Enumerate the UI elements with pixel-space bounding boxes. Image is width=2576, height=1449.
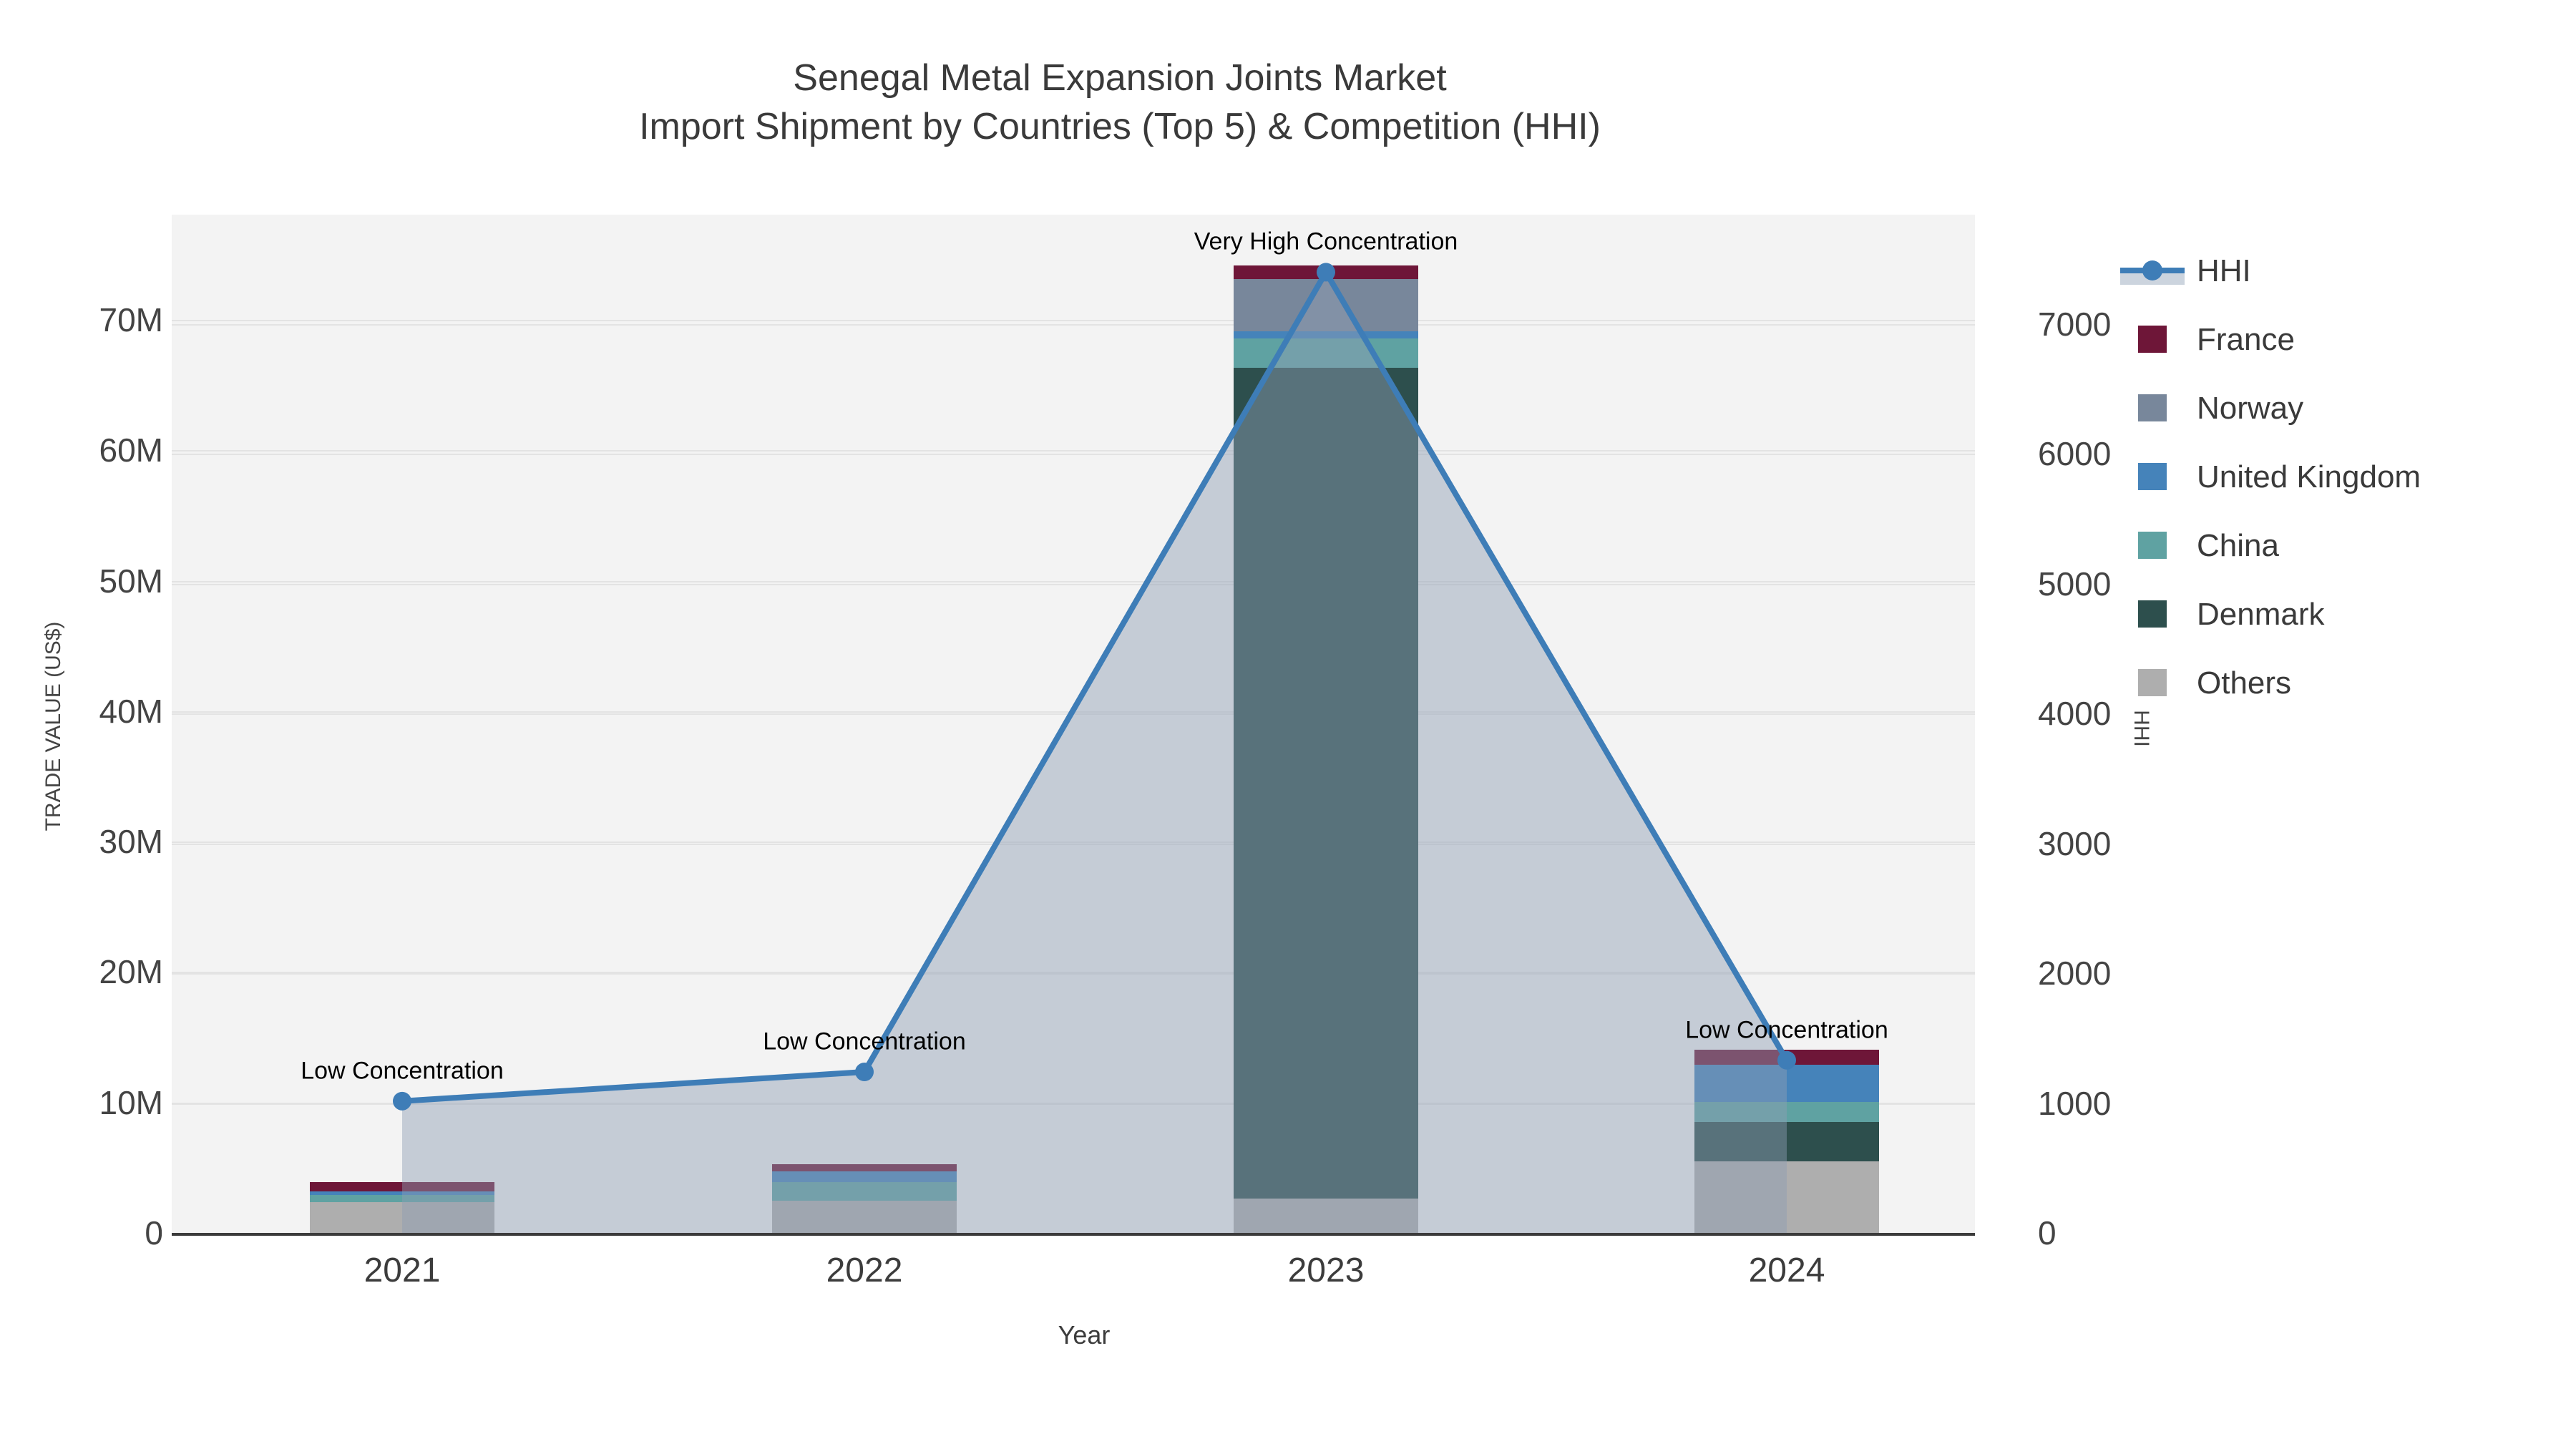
gridline-left-2 [172,972,1975,973]
legend-label: United Kingdom [2197,459,2421,494]
legend-item-denmark[interactable]: Denmark [2117,580,2575,648]
bar-segment-china-2022[interactable] [772,1181,957,1201]
y-right-tick-2000: 2000 [2038,955,2112,992]
bar-segment-france-2022[interactable] [772,1163,957,1171]
others-swatch [2138,669,2167,696]
hhi-marker-2022[interactable] [855,1063,874,1082]
gridline-right-5 [172,584,1975,585]
annotation-2021: Low Concentration [301,1057,504,1085]
bar-segment-china-2024[interactable] [1694,1101,1879,1122]
hhi-marker-2023[interactable] [1317,263,1335,282]
legend-label: Norway [2197,391,2304,426]
y-right-tick-1000: 1000 [2038,1084,2112,1122]
gridline-left-5 [172,581,1975,582]
legend-item-norway[interactable]: Norway [2117,374,2575,442]
y-right-tick-5000: 5000 [2038,565,2112,602]
united-kingdom-swatch [2138,463,2167,490]
legend-item-hhi[interactable]: HHI [2117,236,2575,305]
bar-segment-norway-2023[interactable] [1234,278,1418,331]
y-left-tick-70M: 70M [99,301,163,338]
y-right-tick-4000: 4000 [2038,695,2112,733]
gridline-left-6 [172,450,1975,452]
legend-item-united-kingdom[interactable]: United Kingdom [2117,442,2575,511]
y-left-axis-title: TRADE VALUE (US$) [42,621,65,831]
legend-item-others[interactable]: Others [2117,648,2575,717]
gridline-right-3 [172,844,1975,845]
gridline-right-2 [172,973,1975,975]
y-left-tick-40M: 40M [99,692,163,730]
gridline-left-7 [172,320,1975,321]
gridline-right-1 [172,1103,1975,1105]
y-right-tick-0: 0 [2038,1214,2057,1252]
y-left-tick-30M: 30M [99,823,163,861]
legend-label: Others [2197,665,2292,701]
y-right-tick-6000: 6000 [2038,435,2112,473]
x-tick-2024: 2024 [1748,1252,1825,1289]
x-tick-2022: 2022 [826,1252,903,1289]
x-tick-2023: 2023 [1287,1252,1365,1289]
legend-item-china[interactable]: China [2117,511,2575,580]
legend-label: China [2197,528,2279,563]
y-right-tick-7000: 7000 [2038,306,2112,343]
annotation-2023: Very High Concentration [1194,228,1458,255]
chart-title-line1: Senegal Metal Expansion Joints Market [793,57,1447,99]
france-swatch [2138,326,2167,353]
hhi-marker-swatch [2142,260,2162,280]
y-left-tick-20M: 20M [99,953,163,991]
hhi-area-fill [402,272,1787,1233]
bar-segment-denmark-2023[interactable] [1234,367,1418,1199]
china-swatch [2138,532,2167,559]
y-right-tick-3000: 3000 [2038,824,2112,862]
gridline-left-3 [172,841,1975,843]
hhi-line [401,266,1790,1104]
bar-segment-others-2021[interactable] [310,1201,494,1233]
y-left-tick-60M: 60M [99,431,163,469]
x-axis-title: Year [1058,1320,1111,1350]
bar-segment-others-2023[interactable] [1234,1199,1418,1233]
legend-label: Denmark [2197,597,2325,632]
norway-swatch [2138,394,2167,421]
plot-area[interactable] [172,215,1975,1236]
y-left-tick-10M: 10M [99,1083,163,1121]
denmark-swatch [2138,600,2167,628]
y-left-tick-50M: 50M [99,562,163,600]
hhi-marker-2021[interactable] [393,1091,411,1111]
bar-segment-denmark-2024[interactable] [1694,1121,1879,1161]
y-left-tick-0: 0 [145,1214,163,1252]
x-axis-line [172,1233,1975,1236]
annotation-2024: Low Concentration [1685,1016,1888,1044]
legend-label: France [2197,322,2295,357]
bar-segment-china-2021[interactable] [310,1194,494,1202]
bar-segment-united-kingdom-2024[interactable] [1694,1064,1879,1102]
bar-segment-others-2024[interactable] [1694,1161,1879,1233]
legend-item-france[interactable]: France [2117,305,2575,374]
bar-segment-china-2023[interactable] [1234,338,1418,368]
hhi-marker-2024[interactable] [1777,1050,1796,1070]
chart-title-line2: Import Shipment by Countries (Top 5) & C… [639,106,1601,147]
gridline-right-6 [172,454,1975,455]
annotation-2022: Low Concentration [763,1028,966,1055]
bar-segment-france-2021[interactable] [310,1182,494,1192]
bar-segment-united-kingdom-2023[interactable] [1234,331,1418,338]
bar-segment-united-kingdom-2021[interactable] [310,1191,494,1195]
x-tick-2021: 2021 [364,1252,441,1289]
bar-segment-others-2022[interactable] [772,1200,957,1233]
legend-label: HHI [2197,253,2251,288]
gridline-right-7 [172,324,1975,326]
bar-segment-united-kingdom-2022[interactable] [772,1171,957,1182]
